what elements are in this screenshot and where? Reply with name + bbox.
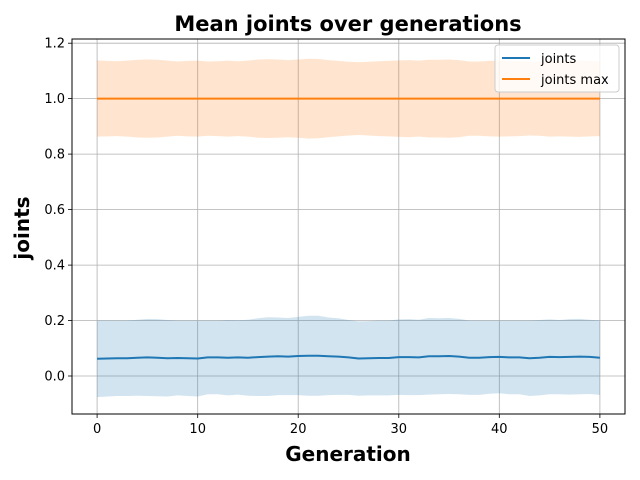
legend-label-joints-max: joints max — [540, 73, 609, 88]
x-axis-ticks: 0 10 20 30 40 50 — [93, 414, 608, 437]
x-tick-label: 0 — [93, 422, 101, 437]
y-tick-label: 0.2 — [44, 314, 65, 329]
series-lines — [97, 97, 600, 360]
series-line-joints — [97, 354, 600, 360]
y-tick-label: 1.0 — [44, 92, 65, 107]
y-axis-ticks: 0.0 0.2 0.4 0.6 0.8 1.0 1.2 — [44, 37, 72, 385]
grid — [72, 39, 625, 414]
y-tick-label: 0.6 — [44, 203, 65, 218]
legend: joints joints max — [494, 44, 620, 93]
chart-title: Mean joints over generations — [174, 12, 521, 36]
y-axis-label: joints — [10, 196, 34, 260]
y-tick-label: 1.2 — [44, 37, 65, 52]
x-tick-label: 30 — [391, 422, 408, 437]
x-tick-label: 10 — [189, 422, 206, 437]
y-tick-label: 0.4 — [44, 259, 65, 274]
x-tick-label: 40 — [491, 422, 508, 437]
legend-box — [494, 44, 620, 93]
x-tick-label: 50 — [592, 422, 609, 437]
legend-label-joints: joints — [540, 52, 577, 67]
plot-area-frame — [71, 38, 626, 415]
y-tick-label: 0.0 — [44, 370, 65, 385]
x-tick-label: 20 — [290, 422, 307, 437]
y-tick-label: 0.8 — [44, 148, 65, 163]
x-axis-label: Generation — [285, 442, 411, 466]
